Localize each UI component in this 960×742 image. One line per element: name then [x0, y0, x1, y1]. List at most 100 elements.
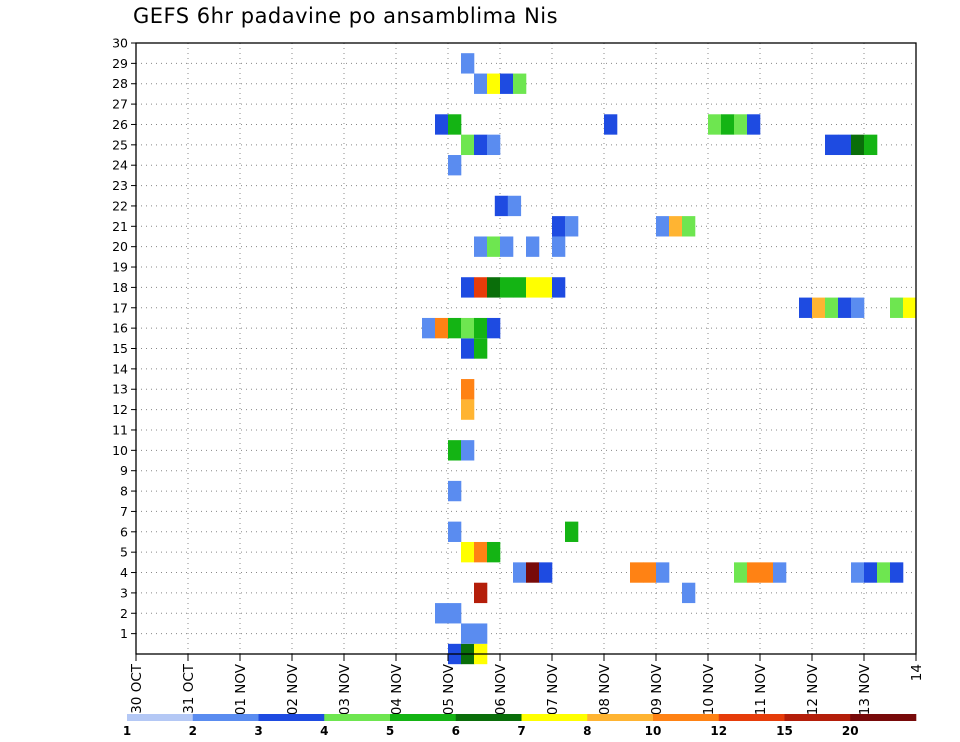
x-tick-label: 09 NOV — [649, 663, 665, 715]
heatmap-cell — [487, 277, 501, 298]
heatmap-cell — [461, 134, 475, 156]
colorbar-label: 15 — [776, 724, 793, 738]
heatmap-cell — [474, 277, 488, 298]
heatmap-cell — [799, 297, 813, 318]
heatmap-cell — [773, 562, 787, 583]
heatmap-cell — [448, 114, 462, 135]
y-tick-label: 12 — [112, 402, 128, 417]
x-tick-label: 12 NOV — [805, 663, 821, 715]
colorbar: 1 2 3 4 5 6 7 8 10 12 15 20 — [123, 714, 917, 738]
y-tick-label: 3 — [120, 585, 128, 600]
y-tick-label: 21 — [112, 219, 128, 234]
heatmap-cell — [812, 297, 826, 318]
y-tick-label: 27 — [112, 97, 128, 112]
y-tick-label: 14 — [112, 361, 128, 376]
y-tick-label: 16 — [112, 321, 128, 336]
y-tick-label: 11 — [112, 422, 128, 437]
heatmap-cell — [526, 562, 540, 583]
heatmap-cell — [448, 521, 462, 542]
heatmap-cell — [513, 73, 527, 94]
colorbar-label: 1 — [123, 724, 131, 738]
heatmap-cell — [461, 379, 475, 400]
x-tick-label: 14 — [909, 664, 925, 681]
heatmap-cell — [487, 541, 501, 563]
heatmap-cell — [474, 582, 488, 604]
heatmap-cell — [500, 236, 514, 257]
heatmap-cell — [513, 277, 527, 298]
heatmap-cell — [500, 73, 514, 94]
heatmap-cell — [851, 562, 865, 583]
y-tick-label: 1 — [120, 626, 128, 641]
heatmap-cell — [760, 562, 774, 583]
heatmap-cell — [903, 297, 917, 318]
y-tick-label: 10 — [112, 443, 128, 458]
heatmap-cell — [500, 277, 514, 298]
x-tick-label: 04 NOV — [389, 663, 405, 715]
colorbar-swatch — [390, 714, 457, 721]
heatmap-cell — [461, 277, 475, 298]
colorbar-swatch — [718, 714, 785, 721]
y-tick-label: 5 — [120, 545, 128, 560]
heatmap-cell — [539, 277, 553, 298]
y-tick-label: 8 — [120, 484, 128, 499]
heatmap-cell — [877, 562, 891, 583]
heatmap-cell — [448, 480, 462, 502]
heatmap-cell — [487, 317, 501, 339]
heatmap-cell — [539, 562, 553, 583]
heatmap-cell — [422, 317, 436, 339]
heatmap-cell — [890, 297, 904, 318]
x-tick-label: 13 NOV — [857, 663, 873, 715]
heatmap-cell — [825, 134, 839, 156]
colorbar-swatch — [850, 714, 917, 721]
heatmap-cell — [448, 440, 462, 461]
y-tick-label: 22 — [112, 198, 128, 213]
colorbar-swatch — [784, 714, 851, 721]
colorbar-swatch — [455, 714, 522, 721]
colorbar-swatch — [258, 714, 325, 721]
colorbar-label: 6 — [452, 724, 460, 738]
colorbar-label: 5 — [386, 724, 394, 738]
y-tick-label: 29 — [112, 56, 128, 71]
heatmap-cell — [838, 297, 852, 318]
heatmap-cell — [448, 317, 462, 339]
heatmap-cell — [474, 338, 488, 359]
y-tick-label: 26 — [112, 117, 128, 132]
colorbar-label: 3 — [254, 724, 262, 738]
heatmap-cell — [526, 236, 540, 257]
heatmap-cell — [630, 562, 644, 583]
heatmap-cell — [708, 114, 722, 135]
heatmap-cell — [513, 562, 527, 583]
heatmap-cell — [552, 236, 566, 257]
y-tick-label: 18 — [112, 280, 128, 295]
y-tick-label: 23 — [112, 178, 128, 193]
heatmap-cell — [552, 277, 566, 298]
heatmap-cell — [474, 623, 488, 644]
y-tick-label: 13 — [112, 382, 128, 397]
heatmap-cell — [448, 155, 462, 176]
heatmap-cell — [487, 134, 501, 156]
heatmap-cell — [474, 317, 488, 339]
x-tick-label: 07 NOV — [545, 663, 561, 715]
heatmap-cell — [838, 134, 852, 156]
y-tick-label: 28 — [112, 76, 128, 91]
x-tick-label: 08 NOV — [597, 663, 613, 715]
heatmap-cell — [461, 399, 475, 420]
x-tick-label: 03 NOV — [337, 663, 353, 715]
heatmap-cell — [643, 562, 657, 583]
heatmap-cell — [669, 216, 683, 237]
x-tick-label: 06 NOV — [493, 663, 509, 715]
axis-ticks: 1234567891011121314151617181920212223242… — [112, 36, 925, 716]
colorbar-label: 7 — [517, 724, 525, 738]
heatmap-cell — [461, 317, 475, 339]
heatmap-cell — [435, 603, 449, 624]
heatmap-cell — [682, 216, 696, 237]
heatmap-cell — [448, 603, 462, 624]
x-tick-label: 10 NOV — [701, 663, 717, 715]
heatmap-cell — [734, 562, 748, 583]
heatmap-cell — [890, 562, 904, 583]
colorbar-label: 12 — [710, 724, 727, 738]
heatmap-cell — [682, 582, 696, 604]
x-tick-label: 30 OCT — [129, 663, 145, 714]
heatmap-cell — [474, 134, 488, 156]
